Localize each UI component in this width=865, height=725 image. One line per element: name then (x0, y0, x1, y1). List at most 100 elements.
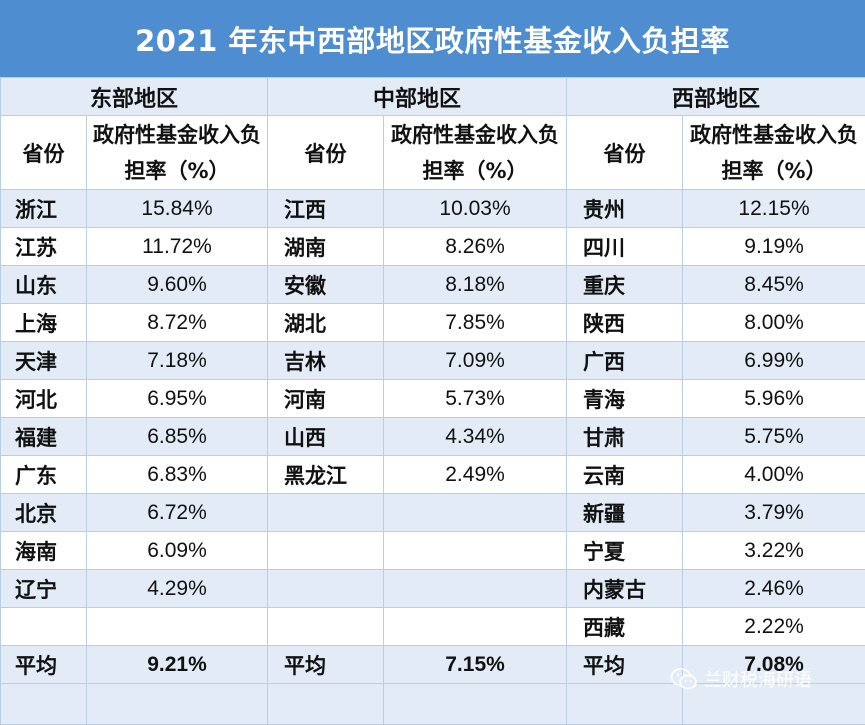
province-east-cell: 河北 (1, 380, 87, 418)
rate-central-cell (384, 570, 567, 608)
province-west-cell: 甘肃 (567, 418, 683, 456)
watermark: 兰财税海研语 (670, 666, 812, 692)
rate-west-cell: 2.46% (683, 570, 865, 608)
province-east-cell: 广东 (1, 456, 87, 494)
rate-west-cell: 3.79% (683, 494, 865, 532)
province-east-cell: 福建 (1, 418, 87, 456)
province-west-cell: 重庆 (567, 266, 683, 304)
rate-west-cell: 8.00% (683, 304, 865, 342)
province-east-cell: 山东 (1, 266, 87, 304)
col-province-east: 省份 (1, 116, 87, 190)
wechat-icon (670, 667, 698, 691)
region-east-header: 东部地区 (1, 78, 268, 116)
province-central-cell: 吉林 (268, 342, 384, 380)
rate-east-cell: 9.60% (87, 266, 268, 304)
col-rate-central: 政府性基金收入负担率（%） (384, 116, 567, 190)
average-label-west: 平均 (567, 646, 683, 684)
province-west-cell: 云南 (567, 456, 683, 494)
rate-west-cell: 4.00% (683, 456, 865, 494)
watermark-text: 兰财税海研语 (704, 666, 812, 692)
province-central-cell: 黑龙江 (268, 456, 384, 494)
province-west-cell: 广西 (567, 342, 683, 380)
province-west-cell: 四川 (567, 228, 683, 266)
province-central-cell: 安徽 (268, 266, 384, 304)
rate-central-cell (384, 494, 567, 532)
region-west-header: 西部地区 (567, 78, 865, 116)
province-central-cell: 河南 (268, 380, 384, 418)
rate-central-cell (384, 608, 567, 646)
rate-east-cell: 7.18% (87, 342, 268, 380)
rate-east-cell: 15.84% (87, 190, 268, 228)
average-label-east: 平均 (1, 646, 87, 684)
rate-west-cell: 2.22% (683, 608, 865, 646)
province-west-cell: 贵州 (567, 190, 683, 228)
col-rate-east: 政府性基金收入负担率（%） (87, 116, 268, 190)
province-west-cell: 陕西 (567, 304, 683, 342)
province-west-cell: 内蒙古 (567, 570, 683, 608)
empty-cell (384, 684, 567, 725)
rate-west-cell: 6.99% (683, 342, 865, 380)
rate-central-cell: 2.49% (384, 456, 567, 494)
rate-west-cell: 3.22% (683, 532, 865, 570)
col-rate-west: 政府性基金收入负担率（%） (683, 116, 865, 190)
rate-west-cell: 8.45% (683, 266, 865, 304)
province-east-cell: 江苏 (1, 228, 87, 266)
province-east-cell: 海南 (1, 532, 87, 570)
average-label-central: 平均 (268, 646, 384, 684)
rate-east-cell: 11.72% (87, 228, 268, 266)
rate-central-cell: 7.09% (384, 342, 567, 380)
province-central-cell: 山西 (268, 418, 384, 456)
province-west-cell: 青海 (567, 380, 683, 418)
average-value-central: 7.15% (384, 646, 567, 684)
rate-central-cell: 8.26% (384, 228, 567, 266)
burden-rate-table: 东部地区 中部地区 西部地区 省份 政府性基金收入负担率（%） 省份 政府性基金… (0, 77, 865, 725)
province-central-cell (268, 608, 384, 646)
rate-west-cell: 12.15% (683, 190, 865, 228)
rate-east-cell: 6.72% (87, 494, 268, 532)
rate-east-cell: 6.83% (87, 456, 268, 494)
average-value-east: 9.21% (87, 646, 268, 684)
province-west-cell: 新疆 (567, 494, 683, 532)
region-header-row: 东部地区 中部地区 西部地区 (1, 78, 865, 116)
rate-west-cell: 5.96% (683, 380, 865, 418)
rate-central-cell (384, 532, 567, 570)
province-east-cell (1, 608, 87, 646)
rate-east-cell: 6.95% (87, 380, 268, 418)
empty-cell (1, 684, 87, 725)
col-province-central: 省份 (268, 116, 384, 190)
province-central-cell: 江西 (268, 190, 384, 228)
province-west-cell: 西藏 (567, 608, 683, 646)
rate-east-cell (87, 608, 268, 646)
rate-central-cell: 10.03% (384, 190, 567, 228)
province-east-cell: 浙江 (1, 190, 87, 228)
province-east-cell: 上海 (1, 304, 87, 342)
province-central-cell (268, 494, 384, 532)
table-body: 东部地区 中部地区 西部地区 省份 政府性基金收入负担率（%） 省份 政府性基金… (1, 78, 865, 725)
region-central-header: 中部地区 (268, 78, 567, 116)
province-central-cell: 湖北 (268, 304, 384, 342)
rate-central-cell: 4.34% (384, 418, 567, 456)
rate-central-cell: 8.18% (384, 266, 567, 304)
rate-west-cell: 9.19% (683, 228, 865, 266)
empty-cell (87, 684, 268, 725)
rate-west-cell: 5.75% (683, 418, 865, 456)
province-west-cell: 宁夏 (567, 532, 683, 570)
rate-east-cell: 6.09% (87, 532, 268, 570)
empty-cell (567, 684, 683, 725)
province-central-cell (268, 532, 384, 570)
col-province-west: 省份 (567, 116, 683, 190)
province-central-cell: 湖南 (268, 228, 384, 266)
rate-central-cell: 7.85% (384, 304, 567, 342)
